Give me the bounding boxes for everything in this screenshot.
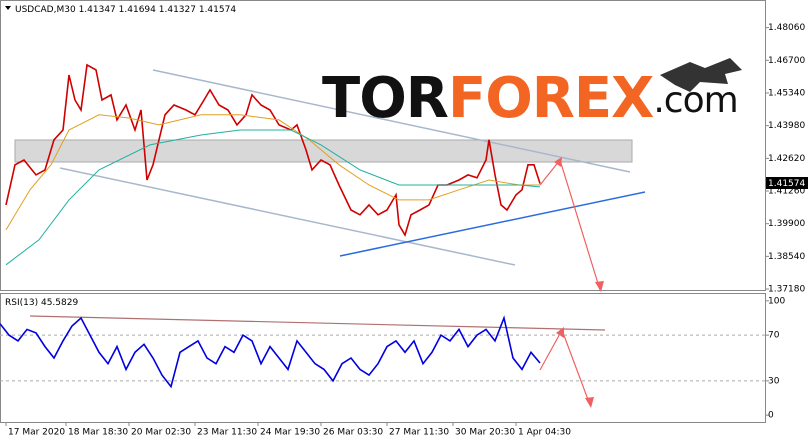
rsi-header: RSI(13) 45.5829 xyxy=(5,298,78,308)
arrow-head xyxy=(595,281,604,292)
y-tick-label: 1.41260 xyxy=(768,187,805,197)
x-tick-label: 26 Mar 03:30 xyxy=(323,428,383,438)
x-tick-label: 18 Mar 18:30 xyxy=(68,428,128,438)
rsi-panel xyxy=(0,293,766,423)
open: 1.41347 xyxy=(79,5,116,15)
price-line xyxy=(5,129,541,266)
y-tick-label: 1.45340 xyxy=(768,88,805,98)
y-tick-label: 1.48060 xyxy=(768,23,805,33)
x-tick-label: 23 Mar 11:30 xyxy=(197,428,257,438)
rsi-value: 45.5829 xyxy=(41,298,78,308)
y-tick-label: 1.46700 xyxy=(768,56,805,66)
y-tick-label: 1.42620 xyxy=(768,154,805,164)
close: 1.41574 xyxy=(199,5,236,15)
x-tick-label: 17 Mar 2020 xyxy=(8,428,65,438)
x-tick-label: 1 Apr 04:30 xyxy=(518,428,571,438)
x-tick-label: 27 Mar 11:30 xyxy=(389,428,449,438)
y-tick-label: 30 xyxy=(768,376,780,386)
y-tick-label: 1.37180 xyxy=(768,285,805,295)
logo-part: FOREX xyxy=(448,66,654,131)
last-price-box xyxy=(766,177,808,189)
support-line xyxy=(339,191,646,257)
low: 1.41327 xyxy=(159,5,196,15)
last-price: 1.41574 xyxy=(768,179,805,189)
y-tick-label: 70 xyxy=(768,331,780,341)
x-tick-label: 20 Mar 02:30 xyxy=(131,428,191,438)
rsi-trend-line xyxy=(29,315,606,331)
arrow-head xyxy=(556,327,564,338)
resistance-zone xyxy=(14,139,633,163)
x-tick-label: 24 Mar 19:30 xyxy=(260,428,320,438)
channel-line xyxy=(59,167,516,266)
logo-part: TOR xyxy=(322,66,448,131)
rsi-name: RSI(13) xyxy=(5,298,38,308)
chart-header: USDCAD,M30 1.41347 1.41694 1.41327 1.415… xyxy=(15,5,236,15)
price-line xyxy=(5,114,540,231)
arrow-head xyxy=(585,397,594,408)
high: 1.41694 xyxy=(119,5,156,15)
arrow-head xyxy=(554,157,562,167)
y-tick-label: 1.38540 xyxy=(768,252,805,262)
y-tick-label: 100 xyxy=(768,296,785,306)
y-tick-label: 1.43980 xyxy=(768,121,805,131)
menu-triangle[interactable] xyxy=(5,6,11,10)
price-panel xyxy=(0,0,766,291)
logo: TORFOREX.com xyxy=(322,66,738,131)
logo-part: .com xyxy=(653,80,737,121)
y-tick-label: 0 xyxy=(768,411,774,421)
logo-bull xyxy=(660,58,742,92)
y-tick-label: 1.39900 xyxy=(768,219,805,229)
x-tick-label: 30 Mar 20:30 xyxy=(455,428,515,438)
symbol: USDCAD,M30 xyxy=(15,5,76,15)
channel-line xyxy=(152,69,631,173)
price-line xyxy=(5,63,541,237)
rsi-line xyxy=(0,315,541,389)
